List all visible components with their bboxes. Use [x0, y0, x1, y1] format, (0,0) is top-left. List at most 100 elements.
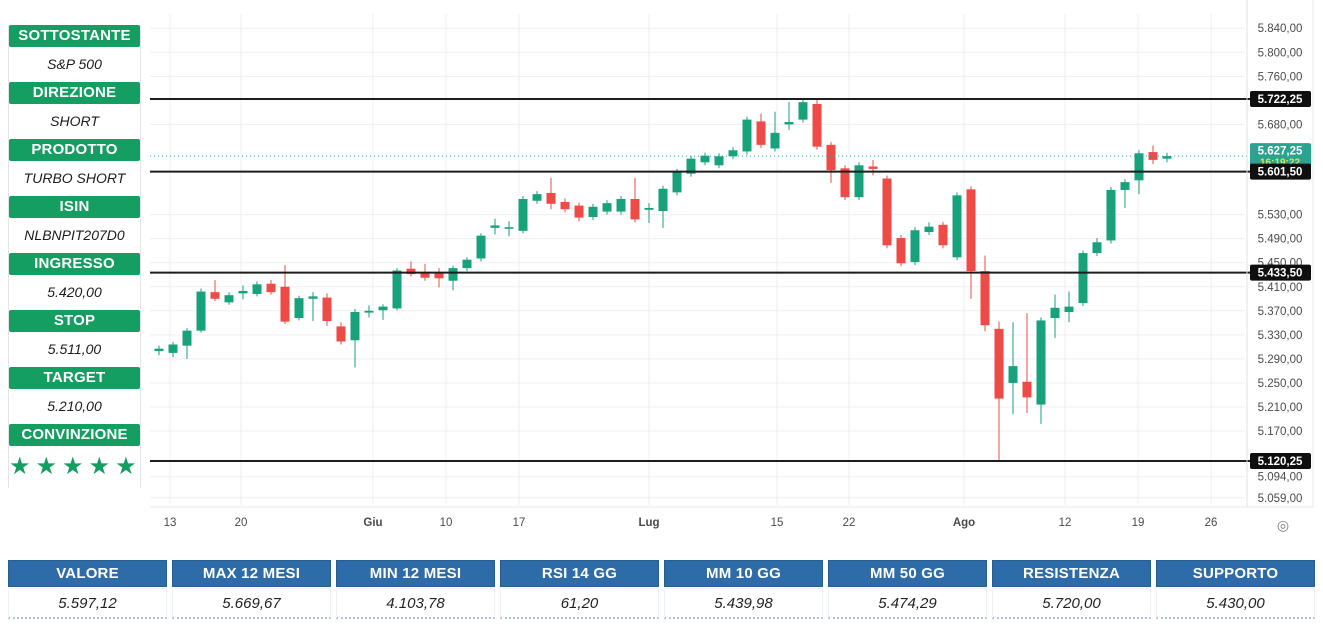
summary-column-value: 5.474,29: [828, 588, 987, 619]
bearish-candle-body: [280, 286, 290, 322]
price-axis-label: 5.170,00: [1258, 426, 1303, 438]
summary-column-header: MM 50 GG: [828, 560, 987, 587]
bearish-candle-body: [266, 283, 276, 293]
bullish-candle-body: [252, 284, 262, 294]
sidebar-field-value: 5.210,00: [47, 398, 102, 414]
time-axis-day-label: 22: [843, 517, 856, 529]
summary-column-value: 5.720,00: [992, 588, 1151, 619]
bullish-candle-body: [952, 195, 962, 258]
sidebar-field-value: 5.511,00: [47, 341, 102, 357]
time-axis-day-label: 19: [1132, 517, 1145, 529]
bullish-candle-body: [448, 268, 458, 281]
bearish-candle-body: [756, 121, 766, 145]
bullish-candle-body: [1050, 307, 1060, 319]
bullish-candle-body: [616, 198, 626, 212]
time-axis-day-label: 12: [1059, 517, 1072, 529]
price-axis-label: 5.059,00: [1258, 493, 1303, 505]
summary-column-header: MM 10 GG: [664, 560, 823, 587]
bullish-candle-body: [686, 158, 696, 174]
bearish-candle-body: [630, 198, 640, 220]
bullish-candle-body: [364, 310, 374, 313]
time-axis-day-label: 20: [235, 517, 248, 529]
price-level-badge: [1250, 91, 1311, 108]
time-axis-month-label: Ago: [953, 517, 975, 529]
bearish-candle-body: [406, 268, 416, 275]
bullish-candle-body: [308, 296, 318, 299]
sidebar-field-value: NLBNPIT207D0: [24, 227, 125, 243]
sidebar-field-value: 5.420,00: [47, 284, 102, 300]
summary-column-value: 5.597,12: [8, 588, 167, 619]
bullish-candle-body: [700, 155, 710, 163]
bearish-candle-body: [560, 201, 570, 210]
bullish-candle-body: [350, 312, 360, 341]
bullish-candle-body: [1078, 253, 1088, 303]
price-axis-label: 5.250,00: [1258, 378, 1303, 390]
bullish-candle-body: [182, 330, 192, 346]
bearish-candle-body: [1022, 381, 1032, 398]
summary-column-value: 5.669,67: [172, 588, 331, 619]
summary-column: MAX 12 MESI 5.669,67: [172, 560, 331, 619]
sidebar-field-label: SOTTOSTANTE: [9, 25, 140, 47]
time-axis-month-label: Giu: [363, 517, 382, 529]
summary-column-value: 61,20: [500, 588, 659, 619]
sidebar-field-value: SHORT: [50, 113, 99, 129]
summary-column: RESISTENZA 5.720,00: [992, 560, 1151, 619]
bullish-candle-body: [1064, 306, 1074, 313]
bearish-candle-body: [938, 224, 948, 246]
bearish-candle-body: [882, 178, 892, 246]
bearish-candle-body: [994, 328, 1004, 399]
summary-column: MIN 12 MESI 4.103,78: [336, 560, 495, 619]
bullish-candle-body: [770, 132, 780, 149]
bearish-candle-body: [434, 273, 444, 279]
time-axis-day-label: 17: [513, 517, 526, 529]
sidebar-field-value: S&P 500: [47, 56, 102, 72]
bearish-candle-body: [980, 271, 990, 326]
bullish-candle-body: [854, 165, 864, 198]
chart-area[interactable]: 5.840,00 5.800,00 5.760,00 5.680,00 5.530,00…: [150, 0, 1320, 548]
bullish-candle-body: [588, 206, 598, 218]
time-axis-day-label: 13: [164, 517, 177, 529]
sidebar-field-label: PRODOTTO: [9, 139, 140, 161]
bullish-candle-body: [658, 188, 668, 211]
price-axis-label: 5.490,00: [1258, 234, 1303, 246]
conviction-stars-rating: ★★★★★: [9, 453, 142, 480]
bullish-candle-body: [504, 227, 514, 229]
bullish-candle-body: [168, 344, 178, 353]
sidebar-field-label: INGRESSO: [9, 253, 140, 275]
bearish-candle-body: [420, 272, 430, 278]
bullish-candle-body: [1134, 153, 1144, 181]
bullish-candle-body: [784, 122, 794, 125]
bullish-candle-body: [1106, 189, 1116, 241]
trade-info-sidebar: SOTTOSTANTE S&P 500 DIREZIONE SHORT PRODOTTO…: [8, 25, 141, 488]
price-axis-label: 5.680,00: [1258, 119, 1303, 131]
sidebar-field-label: CONVINZIONE: [9, 424, 140, 446]
price-level-badge-text: 5.722,25: [1258, 94, 1303, 106]
price-axis-label: 5.800,00: [1258, 47, 1303, 59]
current-price-badge: [1250, 143, 1311, 170]
price-axis-label: 5.094,00: [1258, 472, 1303, 484]
summary-column-header: RSI 14 GG: [500, 560, 659, 587]
summary-column-header: VALORE: [8, 560, 167, 587]
bearish-candle-body: [826, 144, 836, 171]
price-level-badge: [1250, 163, 1311, 180]
sidebar-field-label: STOP: [9, 310, 140, 332]
bullish-candle-body: [1120, 182, 1130, 190]
bullish-candle-body: [238, 290, 248, 294]
price-axis-label: 5.210,00: [1258, 402, 1303, 414]
bearish-candle-body: [546, 192, 556, 204]
price-level-badge: [1250, 452, 1311, 469]
time-axis-month-label: Lug: [638, 517, 659, 529]
bullish-candle-body: [476, 235, 486, 259]
bullish-candle-body: [1092, 242, 1102, 254]
bullish-candle-body: [672, 171, 682, 193]
sidebar-field-label: ISIN: [9, 196, 140, 218]
bullish-candle-body: [910, 230, 920, 263]
bearish-candle-body: [210, 292, 220, 299]
bullish-candle-body: [532, 194, 542, 201]
summary-column-header: SUPPORTO: [1156, 560, 1315, 587]
bullish-candle-body: [644, 207, 654, 210]
current-price-badge-text: 5.627,25: [1258, 146, 1303, 158]
bullish-candle-body: [378, 306, 388, 311]
bullish-candle-body: [196, 291, 206, 331]
axis-settings-icon[interactable]: ◎: [1277, 517, 1289, 533]
